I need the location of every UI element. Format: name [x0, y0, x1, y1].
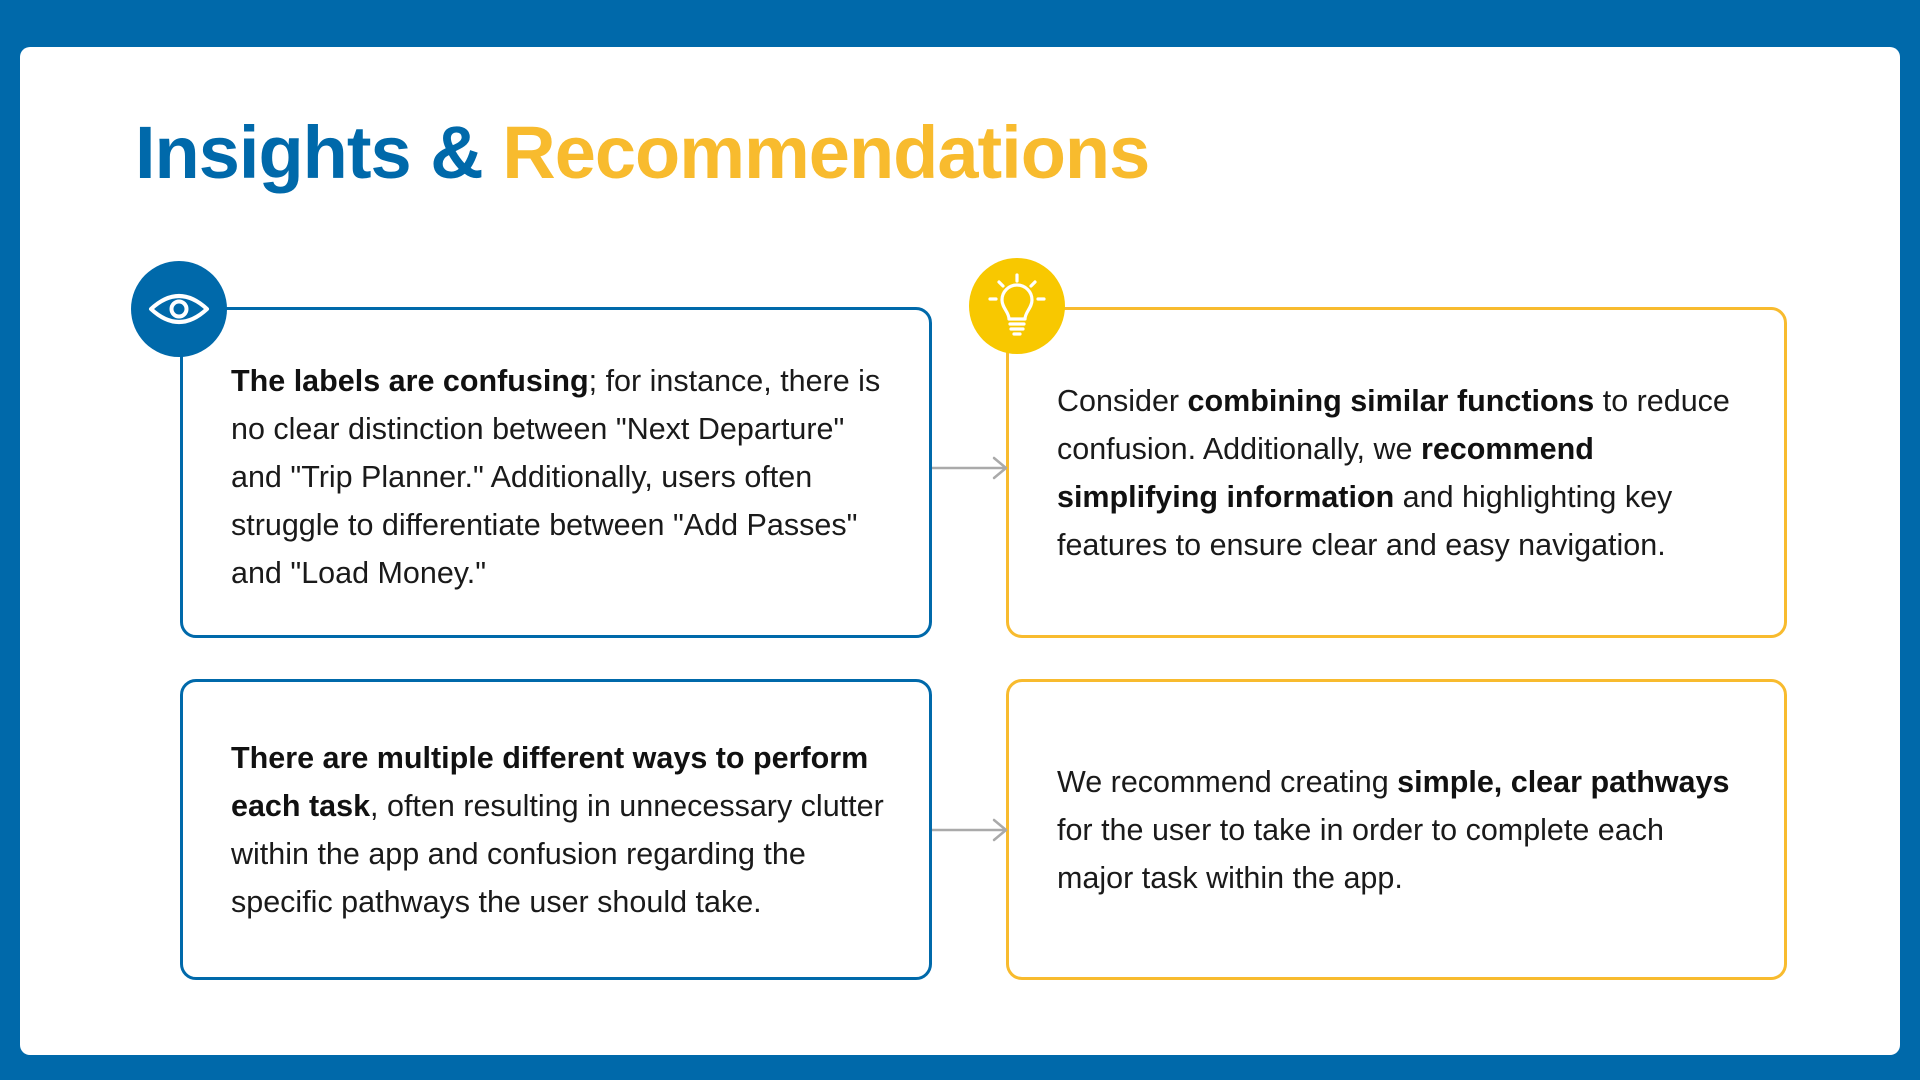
insight-card-labels: The labels are confusing; for instance, … [180, 307, 932, 638]
title-insights: Insights & [135, 111, 484, 194]
insight-card-pathways: There are multiple different ways to per… [180, 679, 932, 980]
recommendation-text: Consider combining similar functions to … [1057, 377, 1748, 569]
lightbulb-badge [969, 258, 1065, 354]
recommendation-card-combine: Consider combining similar functions to … [1006, 307, 1787, 638]
recommendation-text: We recommend creating simple, clear path… [1057, 758, 1748, 902]
recommendation-body: to reduce confusion. Additionally, we [1057, 383, 1730, 466]
recommendation-body: and highlighting key features to ensure … [1057, 479, 1673, 562]
recommendation-body: We recommend creating [1057, 764, 1398, 799]
eye-badge [131, 261, 227, 357]
recommendation-bold: simple, clear pathways [1397, 764, 1730, 799]
insight-body: ; for instance, there is no clear distin… [231, 363, 881, 590]
recommendation-bold: combining similar functions [1187, 383, 1595, 418]
insight-text: There are multiple different ways to per… [231, 734, 893, 926]
recommendation-card-simple: We recommend creating simple, clear path… [1006, 679, 1787, 980]
insight-body: , often resulting in unnecessary clutter… [231, 788, 884, 919]
page-title: Insights & Recommendations [135, 108, 1150, 198]
arrow-right-icon [932, 818, 1008, 842]
arrow-right-icon [932, 456, 1008, 480]
insight-bold: The labels are confusing [231, 363, 589, 398]
recommendation-body: for the user to take in order to complet… [1057, 812, 1664, 895]
insight-text: The labels are confusing; for instance, … [231, 349, 893, 597]
title-recommendations: Recommendations [502, 111, 1150, 194]
lightbulb-icon [988, 273, 1046, 336]
insight-bold: There are multiple different ways to per… [231, 740, 869, 823]
recommendation-bold: recommend simplifying information [1057, 431, 1594, 514]
eye-icon [149, 294, 209, 324]
recommendation-body: Consider [1057, 383, 1188, 418]
